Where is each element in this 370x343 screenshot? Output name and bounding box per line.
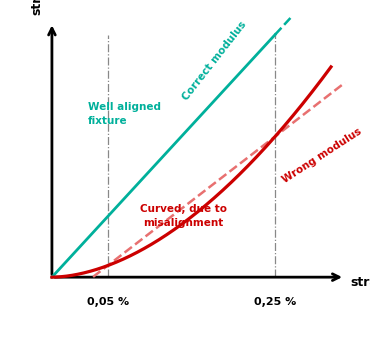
Text: stress: stress bbox=[30, 0, 43, 15]
Text: Curved, due to
misalignment: Curved, due to misalignment bbox=[139, 204, 226, 228]
Text: Well aligned
fixture: Well aligned fixture bbox=[88, 103, 161, 127]
Text: strain: strain bbox=[350, 275, 370, 288]
Text: 0,05 %: 0,05 % bbox=[87, 297, 129, 307]
Text: 0,25 %: 0,25 % bbox=[254, 297, 296, 307]
Text: Correct modulus: Correct modulus bbox=[180, 20, 248, 103]
Text: Wrong modulus: Wrong modulus bbox=[281, 127, 364, 185]
